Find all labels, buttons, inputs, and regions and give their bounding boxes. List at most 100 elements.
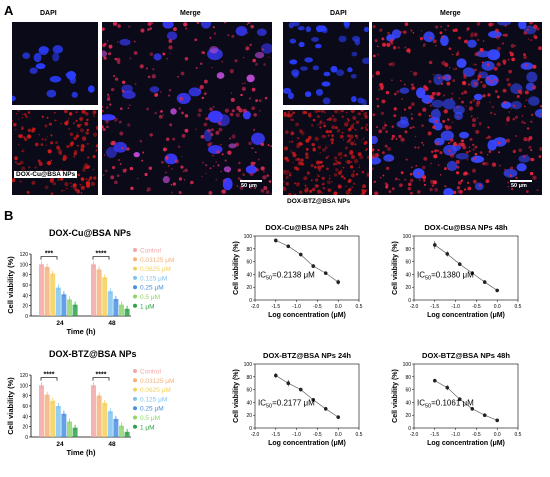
dox-signal [183,22,188,27]
dox-signal [452,68,455,70]
dox-signal [291,118,295,122]
dox-signal [180,71,185,76]
nucleus [246,74,255,83]
dox-signal [158,114,163,119]
nucleus [292,22,300,27]
dox-signal [388,62,392,66]
nucleus [298,41,305,48]
dox-signal [407,182,412,187]
dox-signal [327,155,330,158]
dox-signal [73,136,77,141]
dox-signal [62,157,67,161]
dox-signal [110,141,115,146]
dox-signal [170,191,173,194]
nucleus [343,22,350,27]
dox-signal [435,44,437,47]
dox-signal [21,149,25,153]
nucleus [66,70,76,81]
nucleus [323,71,331,77]
dox-signal [47,160,52,165]
dox-signal [473,32,478,37]
bar [72,427,78,437]
dox-signal [79,183,82,186]
significance-label: **** [96,372,107,379]
dox-signal [334,110,339,114]
dox-signal [308,115,312,118]
data-point [115,299,117,302]
dox-signal [473,157,477,161]
dox-signal [372,154,375,159]
dox-signal [533,24,538,29]
legend-marker [133,424,137,429]
dox-signal [444,28,447,31]
nucleus [351,96,357,103]
dox-signal [298,182,300,184]
dox-signal [310,179,313,182]
legend-entry: Control [140,248,162,255]
data-point [433,243,437,247]
dox-signal [161,160,164,164]
dox-signal [480,81,483,84]
bar [91,385,96,437]
dox-signal [381,99,386,104]
dox-signal [50,159,53,162]
dox-signal [106,106,109,109]
dox-signal [205,117,209,121]
dox-signal [130,186,134,191]
data-point [120,426,123,429]
dox-signal [288,174,292,177]
dox-signal [293,166,295,169]
nucleus [102,50,108,57]
dox-signal [238,161,241,165]
dox-signal [102,106,104,109]
dox-signal [455,160,460,164]
dox-signal [117,41,119,43]
dox-signal [439,174,442,176]
dox-signal [506,118,510,122]
dox-signal [332,117,337,122]
dox-signal [133,51,138,55]
dox-signal [349,134,354,139]
dox-signal [165,156,169,160]
dox-signal [478,52,481,55]
dox-signal [213,32,217,35]
dox-signal [515,134,518,137]
dox-signal [412,125,415,129]
dox-signal [421,175,427,180]
dox-signal [494,113,496,116]
dox-signal [471,123,476,128]
dox-signal [289,118,293,122]
significance-bracket [92,377,110,381]
dox-signal [114,77,119,81]
dox-signal [319,152,321,154]
dox-signal [21,116,24,119]
dox-signal [435,25,439,29]
bar [50,273,56,316]
nucleus [216,72,225,79]
dox-signal [102,125,104,129]
dox-signal [493,66,498,71]
y-tick-label: 20 [22,304,28,310]
dox-signal [216,150,220,154]
dox-signal [375,70,381,76]
dox-signal [75,119,78,123]
data-point [68,300,71,302]
dox-signal [202,51,206,54]
dox-signal [259,110,261,112]
y-tick-label: 20 [405,413,411,419]
y-tick-label: 120 [20,252,29,258]
dox-signal [314,136,319,142]
bar [55,406,61,437]
nucleus [433,121,443,131]
dox-signal [406,48,411,53]
dox-signal [121,89,125,93]
dox-signal [440,25,443,28]
data-point [286,381,291,386]
dox-signal [319,120,323,124]
dox-signal [349,165,354,169]
dox-signal [140,28,145,33]
y-tick-label: 80 [246,247,252,253]
dox-signal [510,188,514,191]
legend-entry: 0.5 μM [140,294,160,301]
dox-signal [539,147,542,152]
